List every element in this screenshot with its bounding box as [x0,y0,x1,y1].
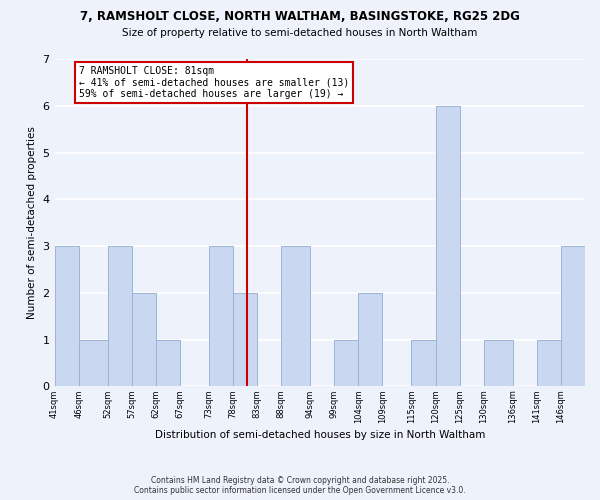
Bar [334,340,358,386]
Y-axis label: Number of semi-detached properties: Number of semi-detached properties [27,126,37,319]
Text: 7 RAMSHOLT CLOSE: 81sqm
← 41% of semi-detached houses are smaller (13)
59% of se: 7 RAMSHOLT CLOSE: 81sqm ← 41% of semi-de… [79,66,349,99]
Bar [79,340,107,386]
Text: 7, RAMSHOLT CLOSE, NORTH WALTHAM, BASINGSTOKE, RG25 2DG: 7, RAMSHOLT CLOSE, NORTH WALTHAM, BASING… [80,10,520,23]
Bar [233,293,257,386]
Bar [537,340,561,386]
X-axis label: Distribution of semi-detached houses by size in North Waltham: Distribution of semi-detached houses by … [155,430,485,440]
Bar [484,340,512,386]
Bar [156,340,180,386]
Bar [561,246,585,386]
Bar [209,246,233,386]
Bar [55,246,79,386]
Text: Contains HM Land Registry data © Crown copyright and database right 2025.
Contai: Contains HM Land Registry data © Crown c… [134,476,466,495]
Bar [131,293,156,386]
Bar [281,246,310,386]
Text: Size of property relative to semi-detached houses in North Waltham: Size of property relative to semi-detach… [122,28,478,38]
Bar [412,340,436,386]
Bar [358,293,382,386]
Bar [436,106,460,386]
Bar [107,246,131,386]
